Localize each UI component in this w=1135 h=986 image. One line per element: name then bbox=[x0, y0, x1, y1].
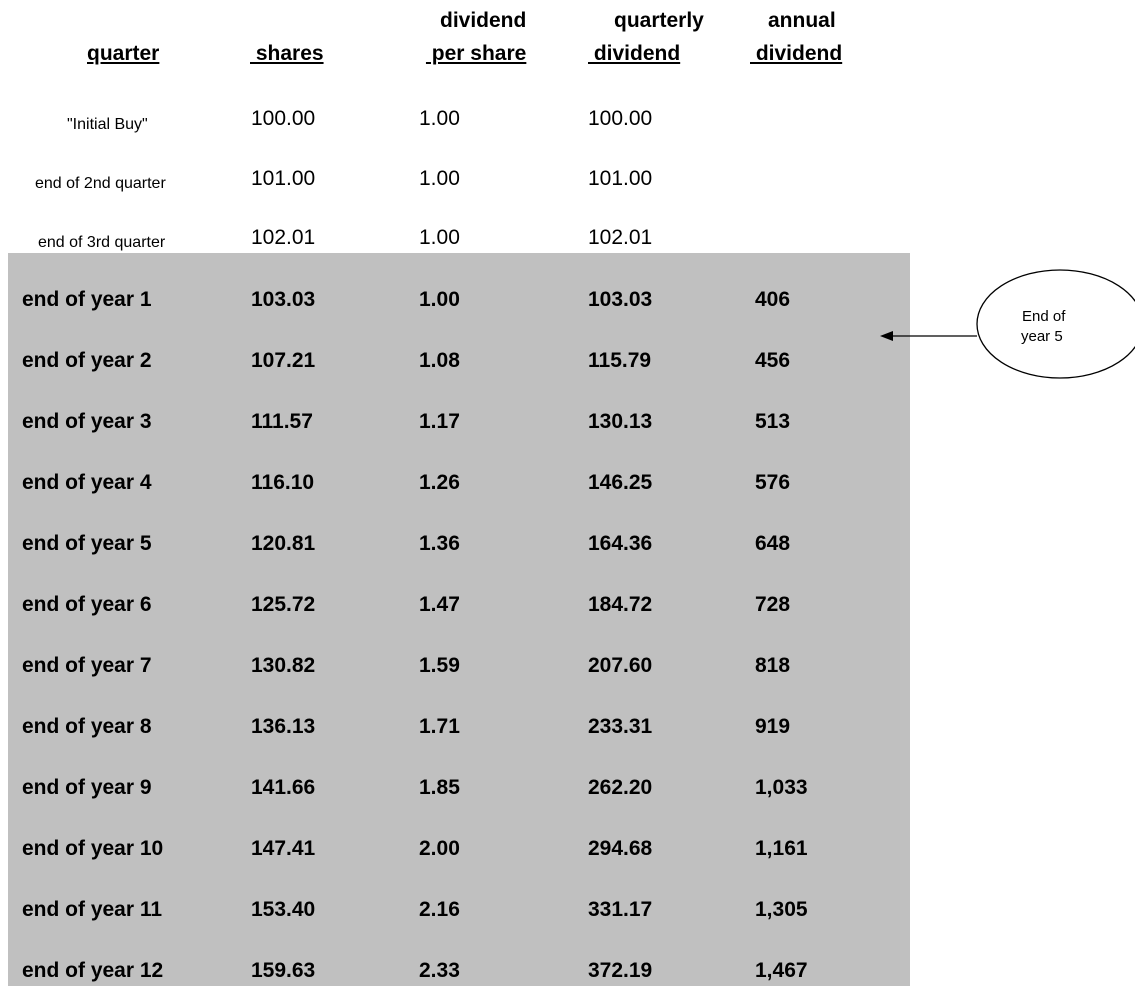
quarterly-dividend-value: 331.17 bbox=[588, 898, 653, 921]
quarterly-dividend-value: 262.20 bbox=[588, 776, 653, 799]
dividend-per-share-value: 2.33 bbox=[419, 959, 460, 982]
quarterly-dividend-value: 101.00 bbox=[588, 167, 653, 190]
dividend-per-share-value: 1.17 bbox=[419, 410, 460, 433]
dividend-per-share-value: 1.00 bbox=[419, 167, 460, 190]
row-label: end of 2nd quarter bbox=[35, 175, 166, 192]
shares-value: 159.63 bbox=[251, 959, 316, 982]
shares-value: 103.03 bbox=[251, 288, 316, 311]
annual-dividend-value: 1,467 bbox=[755, 959, 808, 982]
annual-dividend-value: 728 bbox=[755, 593, 791, 616]
shares-value: 111.57 bbox=[251, 410, 313, 433]
quarterly-dividend-value: 233.31 bbox=[588, 715, 653, 738]
quarterly-dividend-value: 184.72 bbox=[588, 593, 653, 616]
annual-dividend-value: 1,161 bbox=[755, 837, 808, 860]
dividend-per-share-value: 1.08 bbox=[419, 349, 460, 372]
row-label: end of year 8 bbox=[22, 715, 152, 738]
row-label: end of year 7 bbox=[22, 654, 152, 677]
dividend-per-share-value: 1.00 bbox=[419, 107, 460, 130]
header-dividend-per-share: dividend per share bbox=[418, 9, 527, 65]
row-label: "Initial Buy" bbox=[67, 116, 148, 133]
row-label: end of year 10 bbox=[22, 837, 164, 860]
shares-value: 130.82 bbox=[251, 654, 316, 677]
header-dps-bottom: per share bbox=[425, 42, 527, 65]
header-shares: shares bbox=[250, 42, 324, 65]
row-label: end of year 2 bbox=[22, 349, 152, 372]
quarterly-dividend-value: 207.60 bbox=[588, 654, 653, 677]
dividend-per-share-value: 1.47 bbox=[419, 593, 460, 616]
dividend-per-share-value: 1.36 bbox=[419, 532, 460, 555]
header-dps-top: dividend bbox=[440, 9, 527, 32]
header-quarterly-dividend: quarterly dividend bbox=[588, 9, 704, 65]
annual-dividend-value: 406 bbox=[755, 288, 791, 311]
shares-value: 100.00 bbox=[251, 107, 316, 130]
quarterly-dividend-value: 146.25 bbox=[588, 471, 653, 494]
shares-value: 107.21 bbox=[251, 349, 316, 372]
shares-value: 153.40 bbox=[251, 898, 316, 921]
shares-value: 101.00 bbox=[251, 167, 316, 190]
quarterly-dividend-value: 100.00 bbox=[588, 107, 653, 130]
callout-ellipse bbox=[976, 269, 1135, 379]
dividend-per-share-value: 1.26 bbox=[419, 471, 460, 494]
shares-value: 116.10 bbox=[251, 471, 315, 494]
quarterly-dividend-value: 294.68 bbox=[588, 837, 653, 860]
row-label: end of year 6 bbox=[22, 593, 152, 616]
dividend-per-share-value: 2.16 bbox=[419, 898, 460, 921]
annual-dividend-value: 818 bbox=[755, 654, 791, 677]
shares-value: 147.41 bbox=[251, 837, 316, 860]
row-label: end of year 3 bbox=[22, 410, 152, 433]
dividend-per-share-value: 1.59 bbox=[419, 654, 460, 677]
annual-dividend-value: 576 bbox=[755, 471, 791, 494]
row-label: end of year 1 bbox=[22, 288, 152, 311]
row-label: end of year 5 bbox=[22, 532, 152, 555]
callout-line-2: year 5 bbox=[1021, 328, 1063, 345]
dividend-per-share-value: 1.85 bbox=[419, 776, 460, 799]
shares-value: 125.72 bbox=[251, 593, 316, 616]
row-label: end of year 11 bbox=[22, 898, 163, 921]
row-label: end of 3rd quarter bbox=[38, 234, 166, 251]
header-adiv-bottom: dividend bbox=[750, 42, 843, 65]
quarterly-dividend-value: 164.36 bbox=[588, 532, 653, 555]
quarterly-dividend-value: 102.01 bbox=[588, 226, 653, 249]
annual-dividend-value: 1,305 bbox=[755, 898, 808, 921]
row-label: end of year 4 bbox=[22, 471, 152, 494]
quarterly-dividend-value: 130.13 bbox=[588, 410, 653, 433]
shares-value: 141.66 bbox=[251, 776, 316, 799]
dividend-per-share-value: 1.71 bbox=[419, 715, 460, 738]
dividend-per-share-value: 1.00 bbox=[419, 226, 460, 249]
quarterly-dividend-value: 103.03 bbox=[588, 288, 653, 311]
highlighted-year-region bbox=[8, 253, 910, 986]
annual-dividend-value: 919 bbox=[755, 715, 791, 738]
quarterly-dividend-value: 372.19 bbox=[588, 959, 653, 982]
header-qdiv-top: quarterly bbox=[614, 9, 704, 32]
header-qdiv-bottom: dividend bbox=[588, 42, 681, 65]
header-annual-dividend: annual dividend bbox=[750, 9, 842, 65]
dividend-per-share-value: 1.00 bbox=[419, 288, 460, 311]
quarterly-dividend-value: 115.79 bbox=[588, 349, 652, 372]
shares-value: 102.01 bbox=[251, 226, 316, 249]
row-label: end of year 9 bbox=[22, 776, 152, 799]
dividend-per-share-value: 2.00 bbox=[419, 837, 460, 860]
shares-value: 136.13 bbox=[251, 715, 316, 738]
row-label: end of year 12 bbox=[22, 959, 164, 982]
annual-dividend-value: 456 bbox=[755, 349, 791, 372]
callout-line-1: End of bbox=[1022, 308, 1066, 325]
annual-dividend-value: 513 bbox=[755, 410, 791, 433]
header-quarter: quarter bbox=[87, 42, 160, 65]
header-adiv-top: annual bbox=[768, 9, 836, 32]
shares-value: 120.81 bbox=[251, 532, 316, 555]
annual-dividend-value: 648 bbox=[755, 532, 791, 555]
annual-dividend-value: 1,033 bbox=[755, 776, 808, 799]
